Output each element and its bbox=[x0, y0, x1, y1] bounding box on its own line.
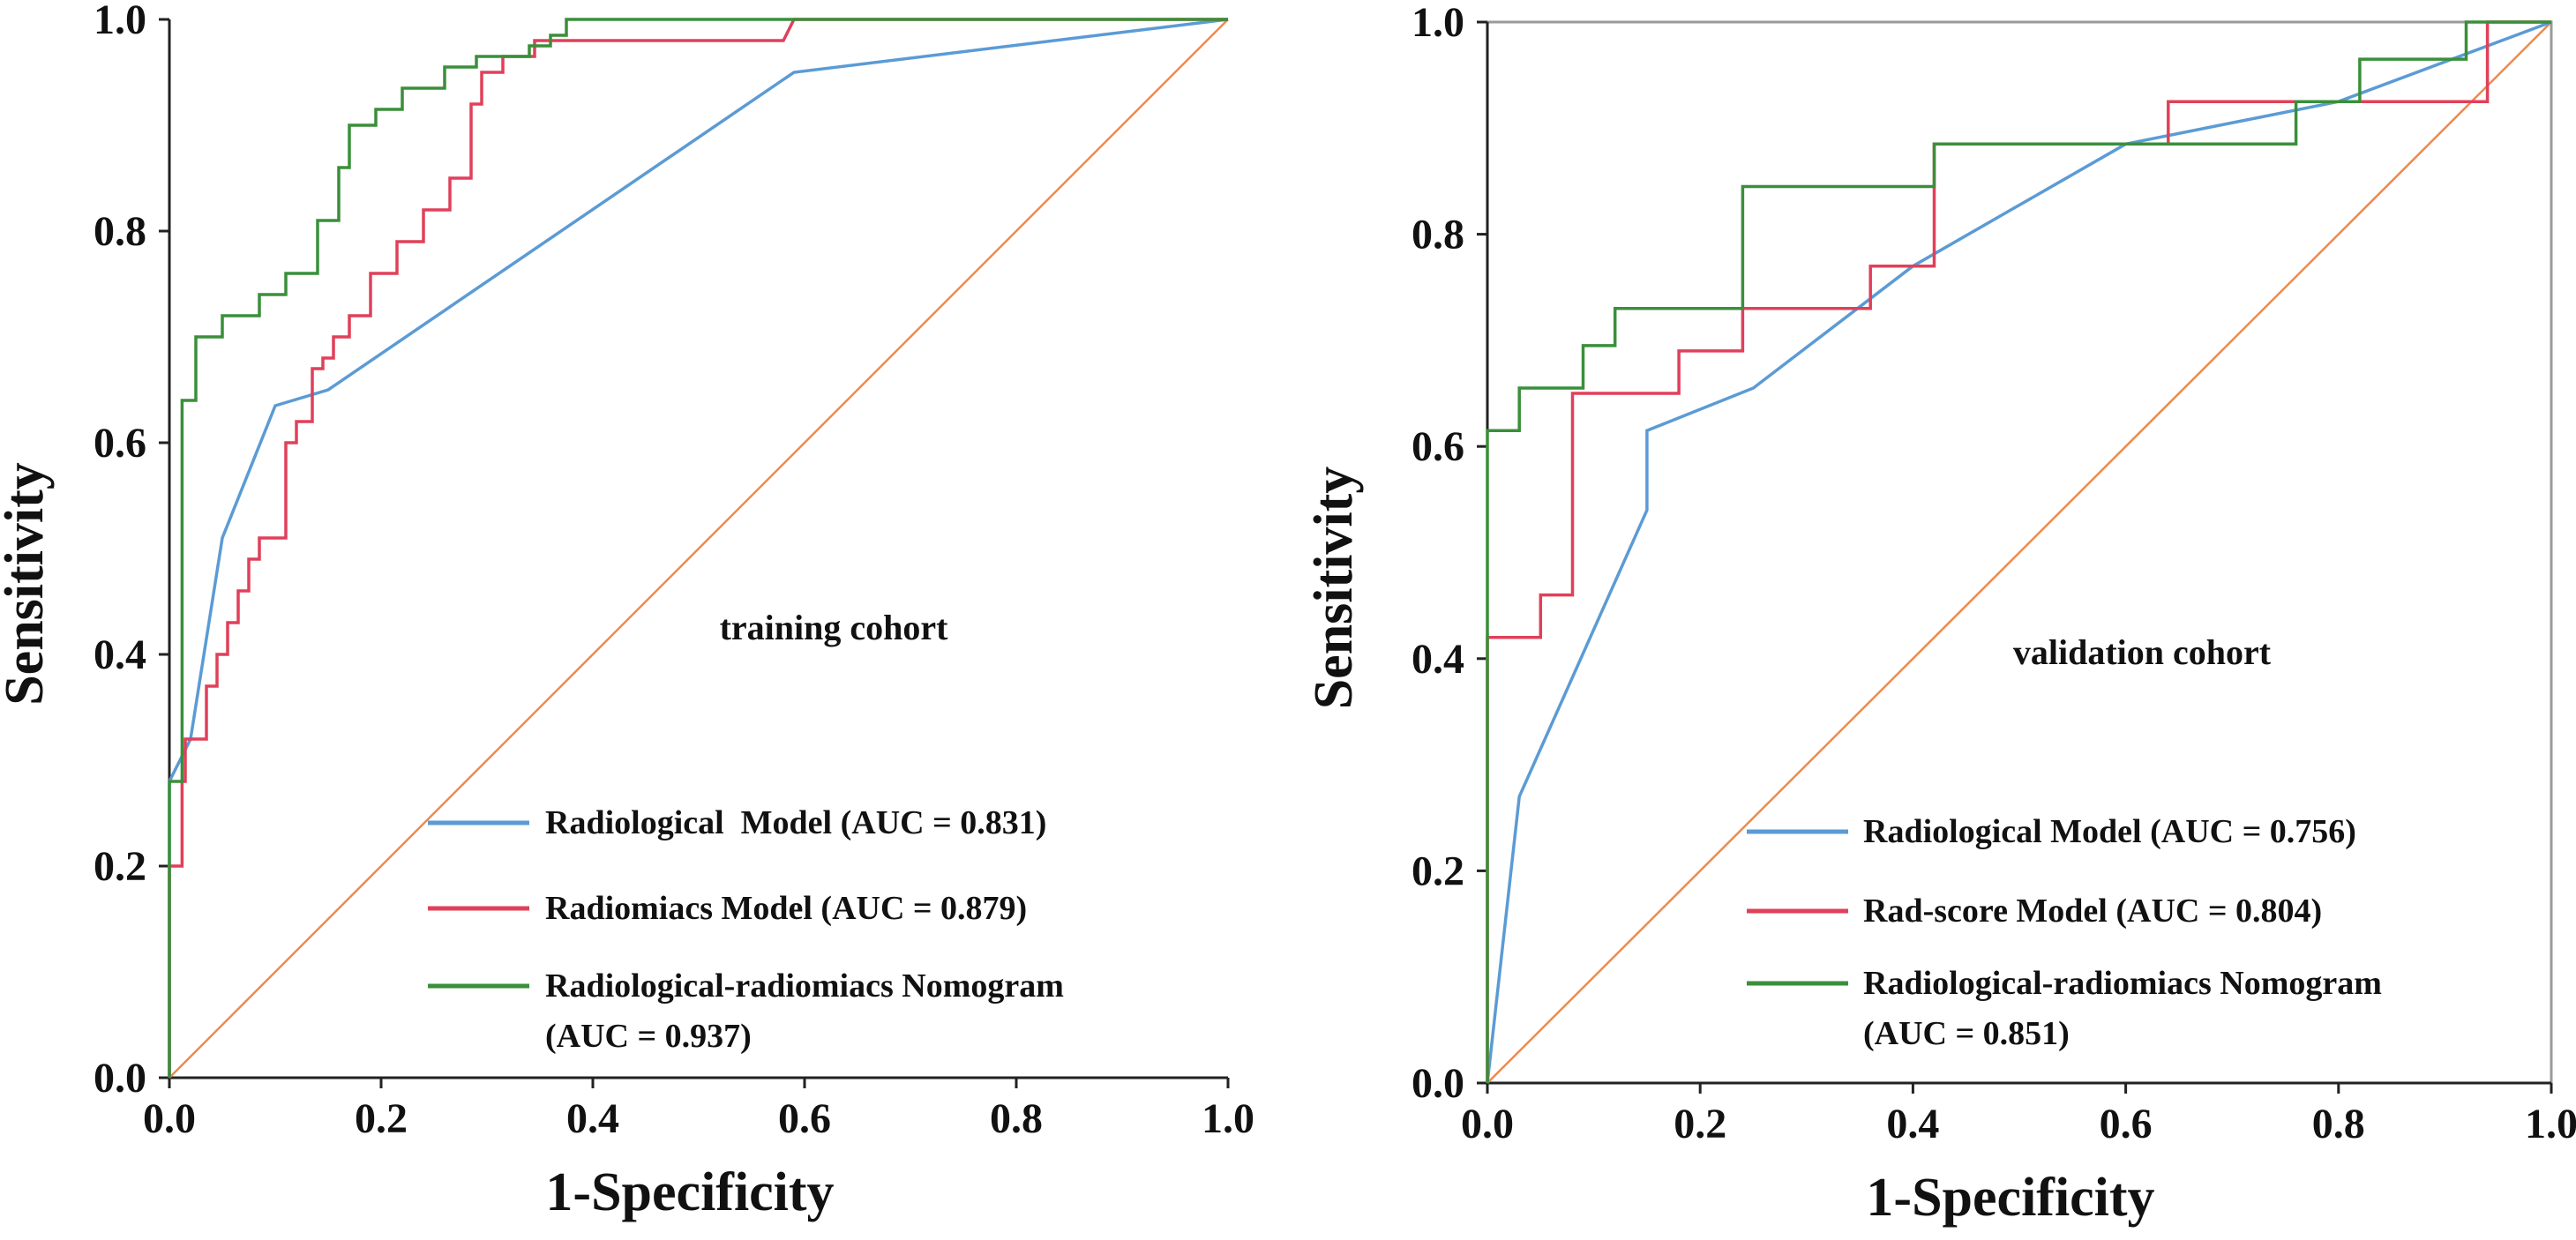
validation-legend-label-radiological-radiomiacs-nomogram: Radiological-radiomiacs Nomogram bbox=[1863, 965, 2382, 1002]
validation-roc-curve-reference bbox=[1486, 21, 2552, 1084]
validation-x-axis-title: 1-Specificity bbox=[1866, 1168, 2154, 1228]
training-x-tick-label: 1.0 bbox=[1202, 1095, 1254, 1142]
training-legend: Radiological Model (AUC = 0.831) Radiomia… bbox=[428, 804, 1064, 1055]
validation-x-tick-label: 0.2 bbox=[1674, 1101, 1726, 1147]
training-y-tick-label: 1.0 bbox=[94, 0, 146, 43]
training-x-tick-label: 0.2 bbox=[355, 1095, 408, 1142]
validation-x-tick-label: 0.0 bbox=[1461, 1101, 1514, 1147]
training-y-tick-label: 0.2 bbox=[94, 843, 146, 890]
validation-x-tick-label: 1.0 bbox=[2525, 1101, 2576, 1147]
validation-y-tick-label: 0.4 bbox=[1412, 636, 1464, 683]
training-y-tick-label: 0.4 bbox=[94, 631, 146, 678]
training-x-tick-label: 0.0 bbox=[143, 1095, 196, 1142]
training-x-axis-title: 1-Specificity bbox=[545, 1162, 834, 1222]
training-legend-label-radiological-model: Radiological Model (AUC = 0.831) bbox=[545, 804, 1046, 841]
validation-legend-label-radiological-radiomiacs-nomogram: (AUC = 0.851) bbox=[1863, 1015, 2070, 1052]
training-x-tick-label: 0.6 bbox=[778, 1095, 831, 1142]
validation-x-tick-label: 0.8 bbox=[2312, 1101, 2365, 1147]
training-roc-chart: 0.0 0.2 0.4 0.6 0.8 1.0 0.0 0.2 0.4 0.6 0.8 1.0 1-Sp… bbox=[0, 0, 1254, 1222]
training-legend-label-radiological-radiomiacs-nomogram: (AUC = 0.937) bbox=[545, 1018, 752, 1055]
validation-y-tick-label: 0.6 bbox=[1412, 423, 1464, 470]
training-x-tick-label: 0.4 bbox=[566, 1095, 619, 1142]
training-y-tick-label: 0.8 bbox=[94, 208, 146, 255]
training-x-tick-label: 0.8 bbox=[990, 1095, 1043, 1142]
validation-legend-label-radiological-model: Radiological Model (AUC = 0.756) bbox=[1863, 813, 2356, 850]
validation-roc-chart: 0.0 0.2 0.4 0.6 0.8 1.0 0.0 0.2 0.4 0.6 0.8 1.0 1-Sp… bbox=[1304, 0, 2576, 1228]
training-cohort-annotation: training cohort bbox=[720, 608, 949, 647]
training-legend-label-radiological-radiomiacs-nomogram: Radiological-radiomiacs Nomogram bbox=[545, 967, 1064, 1005]
training-roc-curve-radiomiacs-model bbox=[168, 18, 1228, 1078]
validation-y-tick-label: 1.0 bbox=[1412, 0, 1464, 46]
validation-roc-curve-radiological-model bbox=[1486, 20, 2552, 1084]
validation-y-axis-title: Sensitivity bbox=[1304, 467, 1364, 710]
validation-y-tick-label: 0.0 bbox=[1412, 1060, 1464, 1107]
validation-y-tick-label: 0.2 bbox=[1412, 848, 1464, 894]
training-legend-label-radiomiacs-model: Radiomiacs Model (AUC = 0.879) bbox=[545, 890, 1027, 927]
validation-legend-label-rad-score-model: Rad-score Model (AUC = 0.804) bbox=[1863, 893, 2322, 930]
validation-y-tick-label: 0.8 bbox=[1412, 212, 1464, 258]
validation-cohort-annotation: validation cohort bbox=[2013, 632, 2272, 672]
validation-roc-curve-radiological-radiomiacs-nomogram bbox=[1486, 20, 2551, 1083]
training-roc-curve-reference bbox=[168, 19, 1229, 1079]
validation-x-tick-label: 0.4 bbox=[1886, 1101, 1939, 1147]
training-y-tick-label: 0.6 bbox=[94, 420, 146, 467]
validation-legend: Radiological Model (AUC = 0.756) Rad-scor… bbox=[1747, 813, 2382, 1052]
training-y-tick-label: 0.0 bbox=[94, 1055, 146, 1102]
validation-x-tick-label: 0.6 bbox=[2100, 1101, 2153, 1147]
training-roc-curve-radiological-model bbox=[168, 18, 1229, 1078]
training-y-axis-title: Sensitivity bbox=[0, 462, 55, 706]
training-roc-curve-radiological-radiomiacs-nomogram bbox=[168, 18, 1228, 1078]
